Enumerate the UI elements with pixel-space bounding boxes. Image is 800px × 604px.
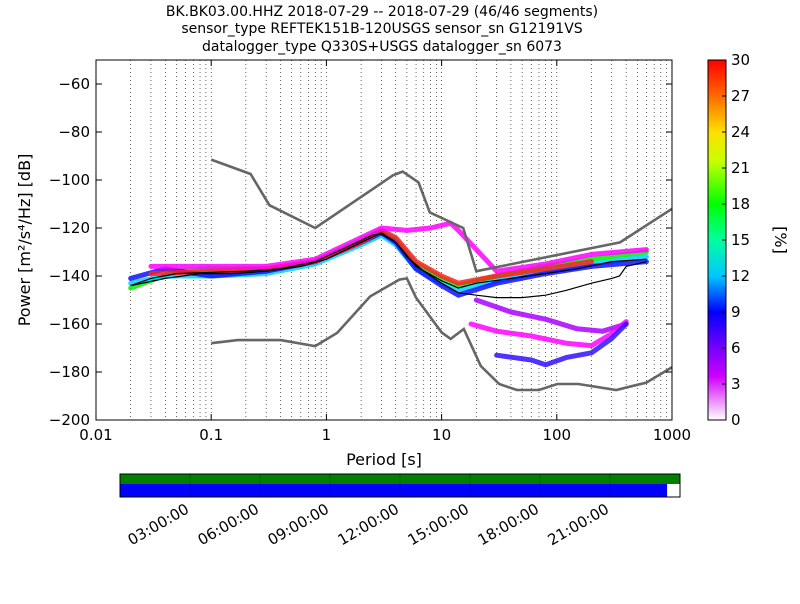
y-tick-label: −60: [58, 75, 90, 93]
density-bands: [128, 220, 649, 368]
availability-top-bar: [120, 474, 680, 484]
density-band-8: [494, 321, 629, 368]
colorbar-ticks: 0 3 6 9 12 15 18 21 24 27 30: [722, 51, 750, 429]
density-band-7: [468, 319, 629, 349]
title-line-3: datalogger_type Q330S+USGS datalogger_sn…: [202, 39, 562, 55]
colorbar-tick-label: 18: [731, 195, 750, 213]
data-availability-bar: 03:00:00 06:00:00 09:00:00 12:00:00 15:00:00…: [119, 473, 681, 549]
density-band-5: [148, 220, 649, 274]
x-axis: 0.01 0.1 1 10 100 1000: [79, 60, 691, 444]
y-axis: −60 −80 −100 −120 −140 −160 −180 −200: [49, 75, 672, 429]
y-axis-label: Power [m²/s⁴/Hz] [dB]: [15, 154, 34, 327]
colorbar-label: [%]: [771, 226, 790, 254]
title-line-1: BK.BK03.00.HHZ 2018-07-29 -- 2018-07-29 …: [166, 4, 598, 20]
x-tick-label: 1000: [653, 426, 691, 444]
colorbar-tick-label: 6: [731, 339, 741, 357]
y-tick-label: −160: [49, 315, 90, 333]
colorbar-tick-label: 9: [731, 303, 741, 321]
y-tick-label: −200: [49, 411, 90, 429]
time-label: 12:00:00: [335, 500, 402, 549]
availability-frame: [119, 473, 681, 498]
statistic-lines: [130, 232, 647, 299]
time-label: 18:00:00: [475, 500, 542, 549]
x-tick-label: 0.1: [199, 426, 223, 444]
title-line-2: sensor_type REFTEK151B-120USGS sensor_sn…: [181, 21, 582, 37]
colorbar-tick-label: 27: [731, 87, 750, 105]
x-axis-label: Period [s]: [346, 450, 422, 469]
availability-bottom-bar: [120, 484, 668, 497]
noise-models: [210, 158, 673, 392]
y-tick-label: −120: [49, 219, 90, 237]
colorbar-tick-label: 0: [731, 411, 741, 429]
colorbar-tick-label: 3: [731, 375, 741, 393]
time-label: 15:00:00: [405, 500, 472, 549]
x-tick-label: 100: [542, 426, 571, 444]
y-tick-label: −80: [58, 123, 90, 141]
plot-frame: [95, 59, 673, 421]
colorbar-tick-label: 15: [731, 231, 750, 249]
time-label: 09:00:00: [265, 500, 332, 549]
chart-title: BK.BK03.00.HHZ 2018-07-29 -- 2018-07-29 …: [166, 4, 598, 55]
y-tick-label: −180: [49, 363, 90, 381]
y-tick-label: −100: [49, 171, 90, 189]
grid: [130, 60, 668, 420]
y-tick-label: −140: [49, 267, 90, 285]
colorbar: 0 3 6 9 12 15 18 21 24 27 30 [%]: [707, 51, 790, 429]
time-label: 03:00:00: [125, 500, 192, 549]
x-tick-label: 1: [322, 426, 332, 444]
density-band-6: [473, 297, 629, 334]
colorbar-tick-label: 24: [731, 123, 750, 141]
x-tick-label: 10: [432, 426, 451, 444]
time-label: 06:00:00: [195, 500, 262, 549]
time-label: 21:00:00: [545, 500, 612, 549]
colorbar-tick-label: 30: [731, 51, 750, 69]
x-tick-label: 0.01: [79, 426, 112, 444]
colorbar-tick-label: 12: [731, 267, 750, 285]
median-line: [130, 233, 647, 299]
low-noise-model: [211, 276, 673, 392]
colorbar-tick-label: 21: [731, 159, 750, 177]
high-noise-model: [210, 158, 673, 273]
